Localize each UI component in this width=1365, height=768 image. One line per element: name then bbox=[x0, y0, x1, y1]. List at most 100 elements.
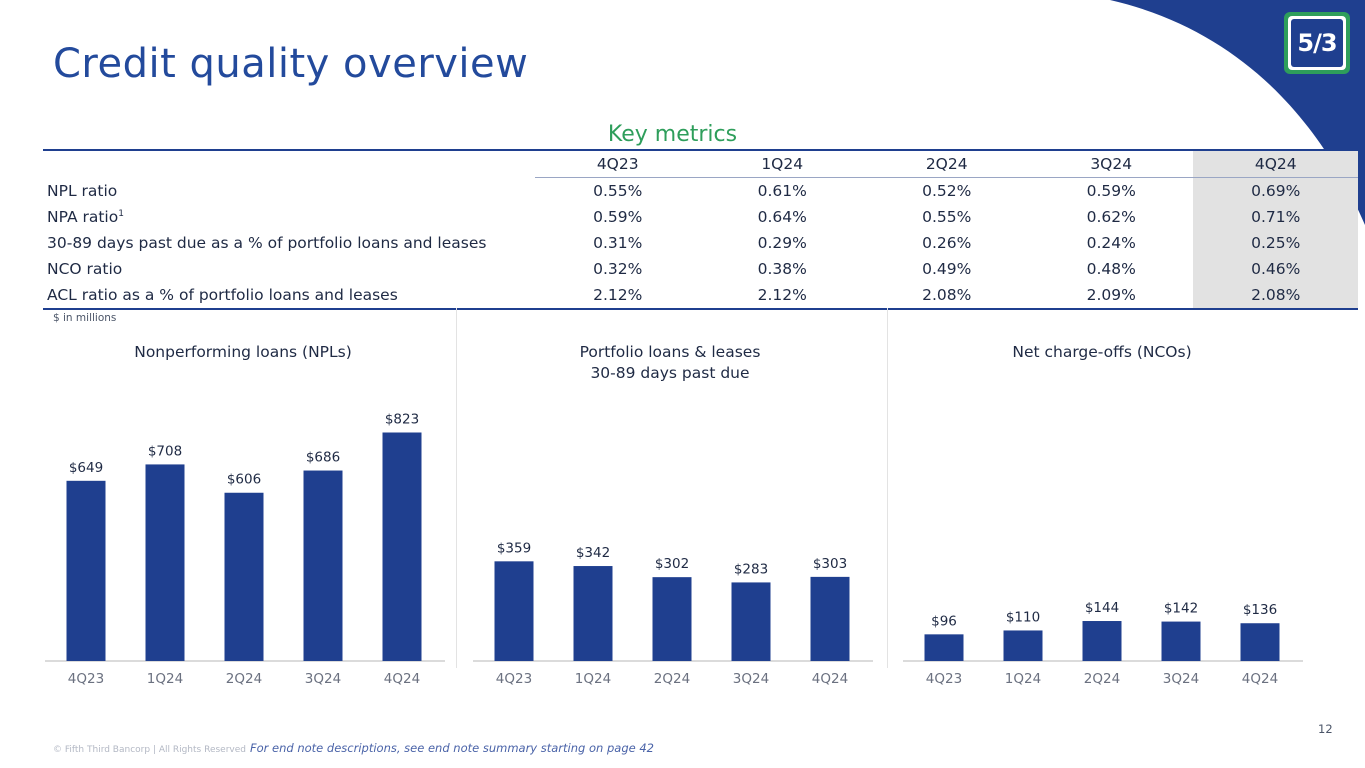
table-cell: 0.32% bbox=[593, 260, 643, 278]
data-label: $144 bbox=[1085, 600, 1119, 616]
x-tick-label: 2Q24 bbox=[654, 671, 690, 687]
table-cell: 0.64% bbox=[757, 208, 807, 226]
table-cell: 0.62% bbox=[1086, 208, 1136, 226]
nco-bar-chart: $96 4Q23 $110 1Q24 $144 2Q24 $142 3Q24 $136 4Q24 bbox=[903, 600, 1303, 687]
table-cell: 2.12% bbox=[699, 282, 865, 310]
row-label-text: ACL ratio as a % of portfolio loans and … bbox=[47, 286, 398, 304]
x-tick-label: 4Q23 bbox=[926, 671, 962, 687]
data-label: $96 bbox=[931, 613, 957, 629]
chart-subtitle-line: 30-89 days past due bbox=[590, 364, 750, 382]
bar-4Q24 bbox=[382, 432, 422, 661]
data-label: $283 bbox=[734, 561, 768, 577]
table-cell: 0.55% bbox=[593, 182, 643, 200]
table-row: NCO ratio 0.32% 0.38% 0.49% 0.48% 0.46% bbox=[43, 256, 1358, 282]
x-tick-label: 4Q24 bbox=[1242, 671, 1278, 687]
table-cell: 0.59% bbox=[1086, 182, 1136, 200]
chart-title-line: Portfolio loans & leases bbox=[579, 343, 761, 361]
chart-title-line: Nonperforming loans (NPLs) bbox=[134, 343, 352, 361]
table-cell: 2.08% bbox=[864, 282, 1029, 310]
chart-divider bbox=[887, 308, 888, 668]
bar-2Q24 bbox=[652, 577, 692, 661]
table-cell: 0.49% bbox=[922, 260, 972, 278]
x-tick-label: 4Q24 bbox=[812, 671, 848, 687]
table-header-row: 4Q23 1Q24 2Q24 3Q24 4Q24 bbox=[43, 149, 1358, 178]
nco-chart-title: Net charge-offs (NCOs) bbox=[902, 342, 1302, 363]
table-cell: 0.55% bbox=[922, 208, 972, 226]
npl-chart-title: Nonperforming loans (NPLs) bbox=[43, 342, 443, 363]
row-label: 30-89 days past due as a % of portfolio … bbox=[43, 230, 535, 256]
data-label: $342 bbox=[576, 545, 610, 561]
table-cell: 2.09% bbox=[1028, 282, 1194, 310]
x-tick-label: 1Q24 bbox=[575, 671, 611, 687]
table-cell: 0.29% bbox=[757, 234, 807, 252]
logo-mark: 5/3 bbox=[1291, 19, 1343, 67]
x-tick-label: 1Q24 bbox=[1005, 671, 1041, 687]
x-tick-label: 4Q23 bbox=[68, 671, 104, 687]
x-tick-label: 3Q24 bbox=[305, 671, 341, 687]
table-cell: 0.52% bbox=[922, 182, 972, 200]
table-cell-highlight: 0.69% bbox=[1193, 177, 1358, 204]
header-period-highlight: 4Q24 bbox=[1193, 149, 1358, 178]
data-label: $303 bbox=[813, 556, 847, 572]
data-label: $359 bbox=[497, 540, 531, 556]
row-label-text: NPL ratio bbox=[47, 181, 118, 200]
header-blank-cell bbox=[43, 149, 536, 178]
table-cell: 0.48% bbox=[1086, 260, 1136, 278]
fifth-third-logo: 5/3 bbox=[1284, 12, 1350, 74]
table-cell-highlight: 2.08% bbox=[1193, 282, 1358, 310]
row-label: NPA ratio1 bbox=[43, 204, 535, 230]
bar-3Q24 bbox=[731, 582, 771, 661]
table-row: 30-89 days past due as a % of portfolio … bbox=[43, 230, 1358, 256]
bar-1Q24 bbox=[1003, 630, 1043, 661]
key-metrics-title: Key metrics bbox=[607, 122, 738, 147]
table-cell: 0.31% bbox=[593, 234, 643, 252]
key-metrics-table: 4Q23 1Q24 2Q24 3Q24 4Q24 NPL ratio 0.55%… bbox=[43, 149, 1358, 310]
x-tick-label: 2Q24 bbox=[226, 671, 262, 687]
bar-4Q24 bbox=[1240, 623, 1280, 661]
past-due-bar-chart: $359 4Q23 $342 1Q24 $302 2Q24 $283 3Q24 $303 4Q24 bbox=[473, 540, 873, 687]
table-cell: 2.12% bbox=[535, 282, 700, 310]
bar-4Q23 bbox=[66, 480, 106, 661]
header-period: 1Q24 bbox=[699, 149, 865, 178]
data-label: $302 bbox=[655, 556, 689, 572]
row-label-text: NCO ratio bbox=[47, 260, 123, 278]
bar-2Q24 bbox=[224, 492, 264, 661]
data-label: $708 bbox=[148, 443, 182, 459]
table-cell: 0.26% bbox=[922, 234, 972, 252]
bar-3Q24 bbox=[1161, 621, 1201, 661]
data-label: $823 bbox=[385, 411, 419, 427]
bar-1Q24 bbox=[573, 566, 613, 661]
bar-3Q24 bbox=[303, 470, 343, 661]
bar-4Q23 bbox=[924, 634, 964, 661]
table-row: NPL ratio 0.55% 0.61% 0.52% 0.59% 0.69% bbox=[43, 177, 1358, 205]
table-cell: 0.38% bbox=[757, 260, 807, 278]
row-label: NCO ratio bbox=[43, 256, 535, 282]
row-label-text: NPA ratio bbox=[47, 208, 119, 226]
table-cell: 0.59% bbox=[593, 208, 643, 226]
table-cell: 0.24% bbox=[1086, 234, 1136, 252]
table-cell-highlight: 0.46% bbox=[1193, 256, 1358, 282]
header-period: 2Q24 bbox=[864, 149, 1029, 178]
chart-title-line: Net charge-offs (NCOs) bbox=[1012, 343, 1192, 361]
footnote-marker: 1 bbox=[118, 208, 124, 219]
data-label: $649 bbox=[69, 460, 103, 476]
past-due-chart-title: Portfolio loans & leases 30-89 days past… bbox=[470, 342, 870, 384]
data-label: $606 bbox=[227, 472, 261, 488]
bar-2Q24 bbox=[1082, 621, 1122, 661]
header-period: 3Q24 bbox=[1028, 149, 1194, 178]
page-title: Credit quality overview bbox=[53, 41, 529, 87]
x-tick-label: 3Q24 bbox=[1163, 671, 1199, 687]
table-cell-highlight: 0.25% bbox=[1193, 230, 1358, 256]
table-row: NPA ratio1 0.59% 0.64% 0.55% 0.62% 0.71% bbox=[43, 204, 1358, 230]
table-cell-highlight: 0.71% bbox=[1193, 204, 1358, 230]
data-label: $110 bbox=[1006, 609, 1040, 625]
row-label: NPL ratio bbox=[43, 178, 535, 205]
data-label: $686 bbox=[306, 450, 340, 466]
row-label: ACL ratio as a % of portfolio loans and … bbox=[43, 282, 536, 310]
chart-divider bbox=[456, 308, 457, 668]
bar-4Q23 bbox=[494, 561, 534, 661]
npl-bar-chart: $649 4Q23 $708 1Q24 $606 2Q24 $686 3Q24 $823 4Q24 bbox=[45, 411, 445, 687]
x-tick-label: 3Q24 bbox=[733, 671, 769, 687]
header-period: 4Q23 bbox=[535, 149, 700, 178]
page-number: 12 bbox=[1318, 722, 1333, 736]
